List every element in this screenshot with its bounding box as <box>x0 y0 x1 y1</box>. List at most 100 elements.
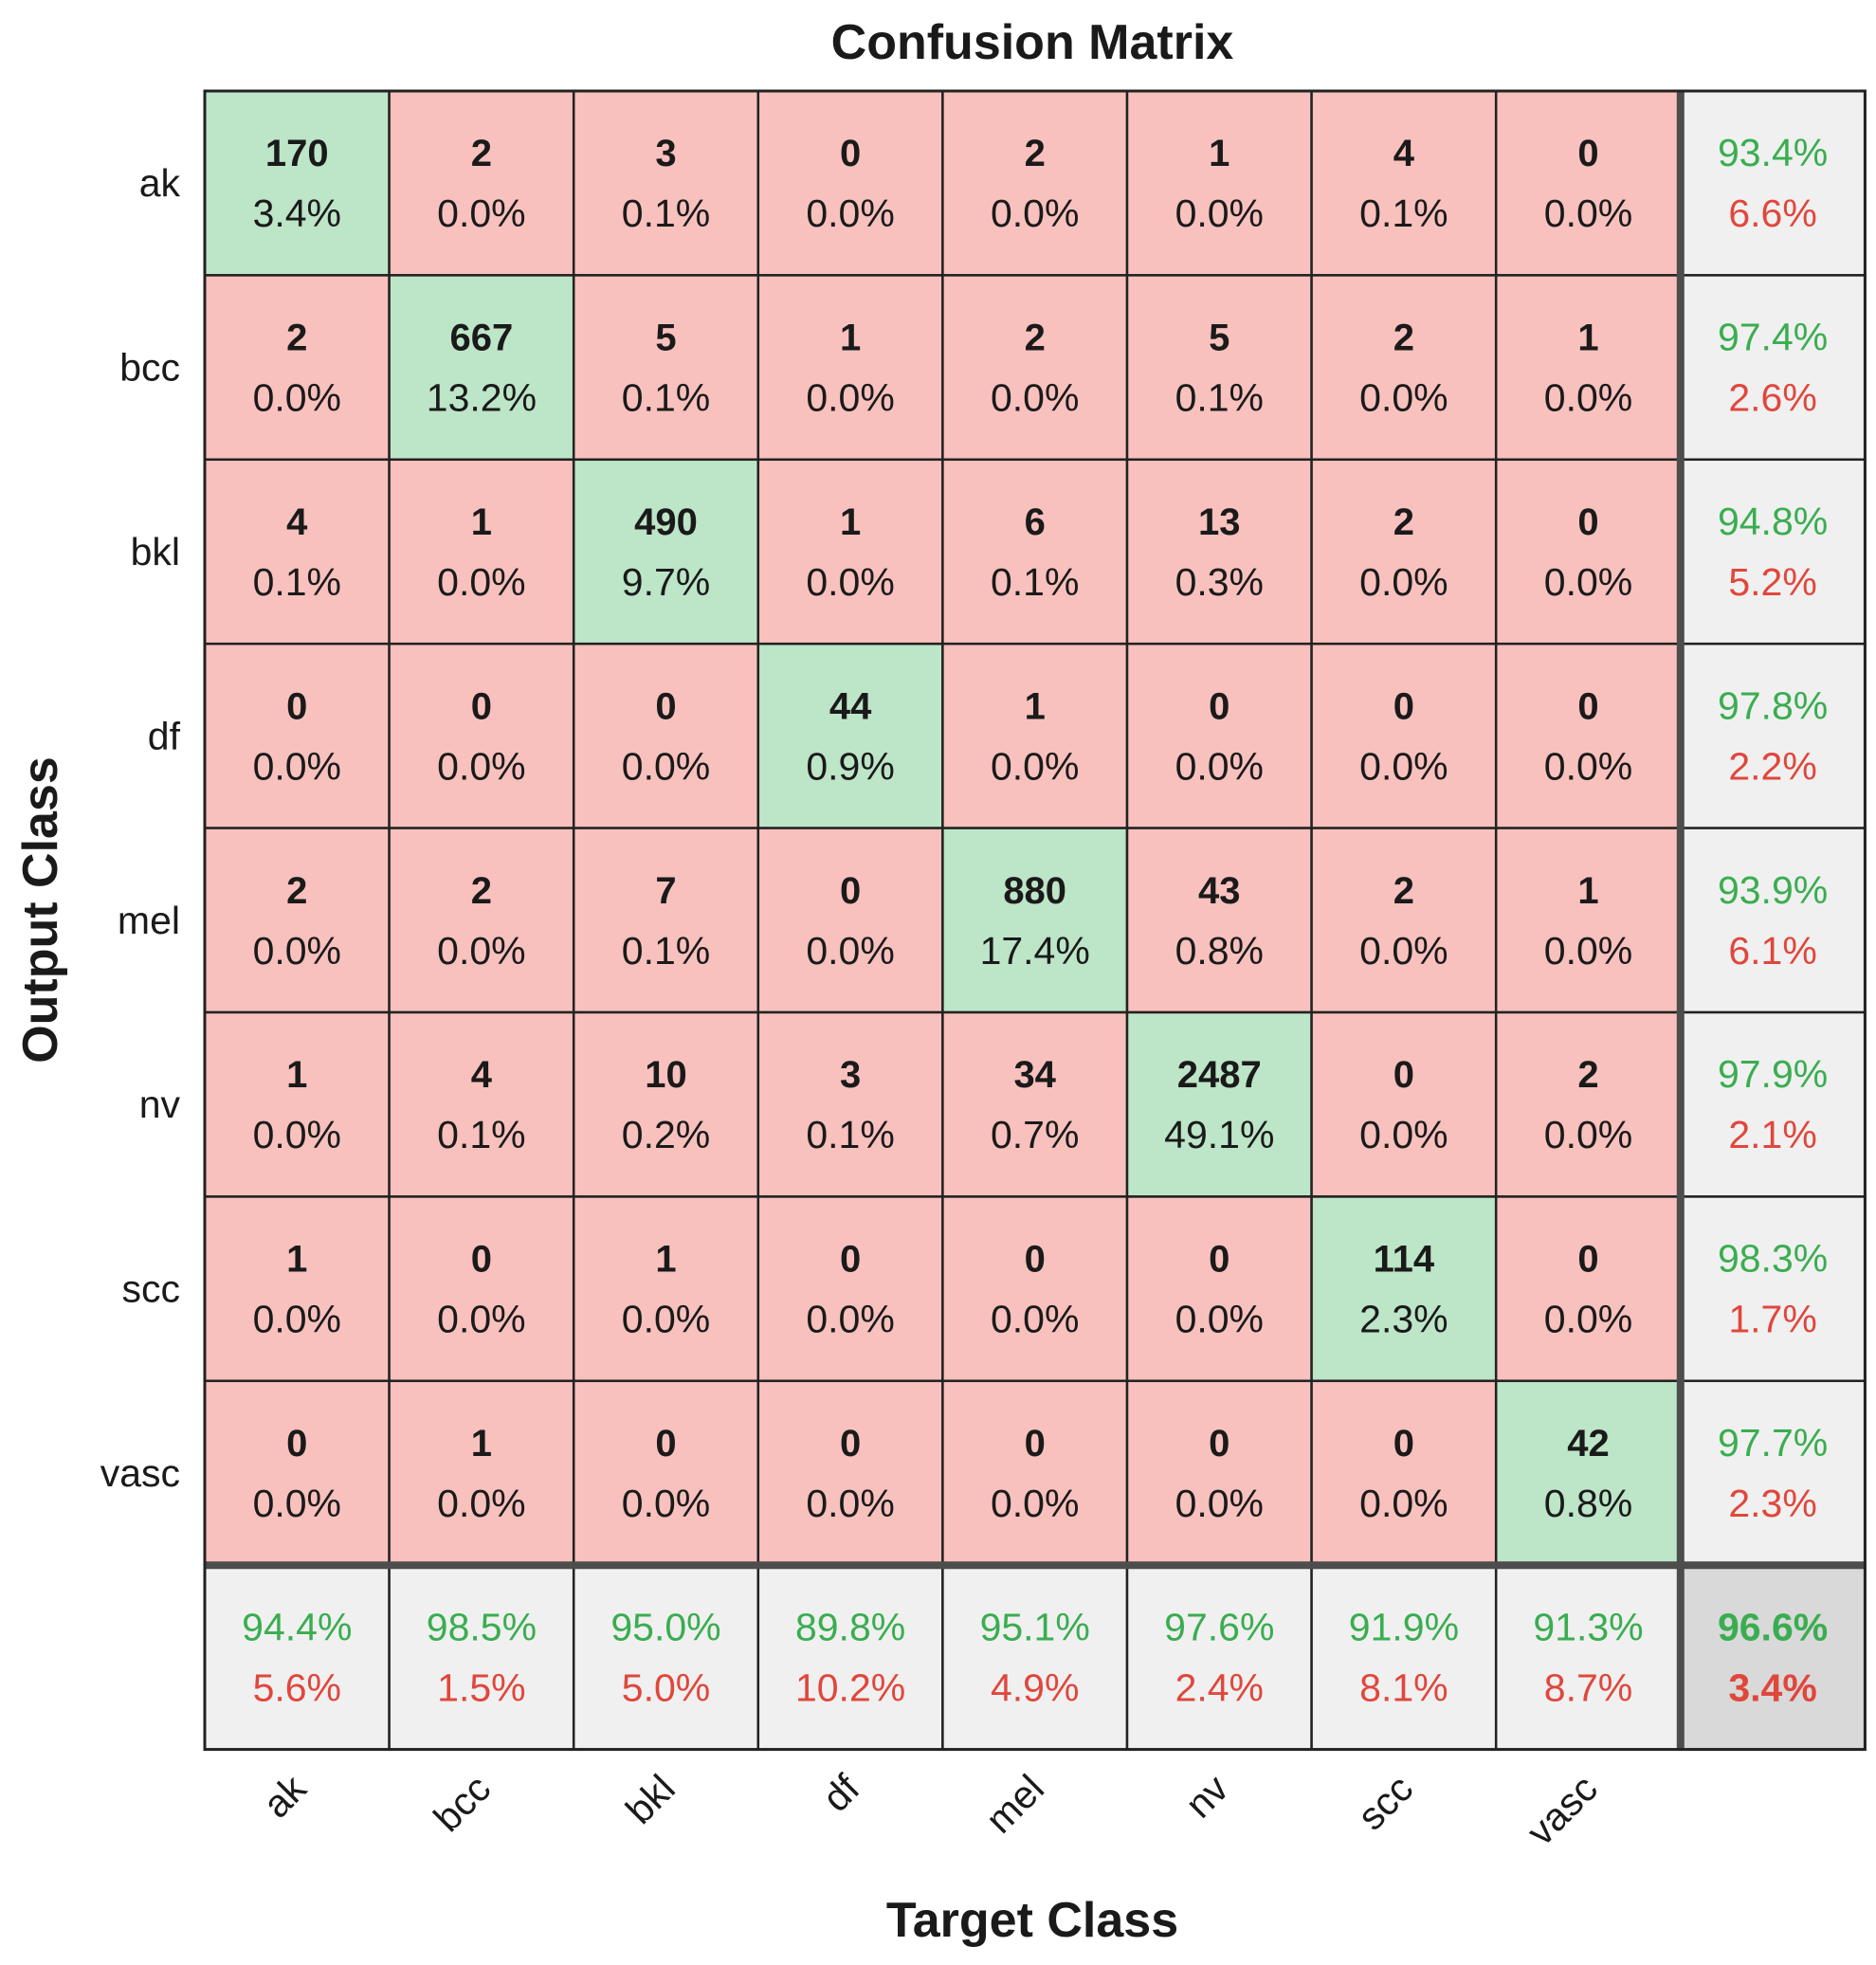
cell-percent: 0.0% <box>253 744 341 788</box>
matrix-cell: 1 0.0% <box>1494 274 1683 462</box>
matrix-cell: 1 0.0% <box>203 1195 391 1383</box>
cell-count: 0 <box>1209 1423 1229 1465</box>
target-class-label: bcc <box>426 1766 500 1840</box>
cell-percent: 0.1% <box>991 560 1079 604</box>
cell-count: 0 <box>840 870 861 912</box>
matrix-cell: 1 0.0% <box>756 274 944 462</box>
cell-percent: 13.2% <box>427 376 537 420</box>
cell-background <box>1310 1195 1498 1383</box>
column-recall-value: 91.9% <box>1349 1605 1459 1648</box>
cell-count: 1 <box>1577 870 1598 912</box>
cell-background <box>388 1563 575 1751</box>
output-class-tick-labels: ak bcc bkl df mel nv scc vasc <box>100 161 181 1495</box>
matrix-cell: 2 0.0% <box>388 827 575 1014</box>
cell-percent: 0.0% <box>991 376 1079 420</box>
column-summary-cell: 95.0% 5.0% <box>572 1563 760 1751</box>
cell-background <box>1310 89 1498 277</box>
cell-percent: 0.0% <box>806 1298 894 1341</box>
cell-background <box>388 89 575 277</box>
diagonal-cell: 114 2.3% <box>1310 1195 1498 1383</box>
cell-percent: 0.1% <box>806 1113 894 1156</box>
cell-count: 2 <box>286 870 307 912</box>
cell-background <box>756 642 944 829</box>
row-error-value: 5.2% <box>1728 560 1816 604</box>
matrix-cell: 0 0.0% <box>1494 458 1683 646</box>
cell-count: 1 <box>286 1054 307 1096</box>
cell-count: 2 <box>286 318 307 359</box>
cell-count: 667 <box>450 318 514 359</box>
target-class-label: ak <box>255 1766 315 1826</box>
cell-percent: 0.0% <box>1175 191 1264 235</box>
matrix-cell: 1 0.0% <box>1125 89 1313 277</box>
matrix-cell: 0 0.0% <box>941 1379 1129 1567</box>
output-class-label: bkl <box>131 530 180 573</box>
cell-percent: 0.0% <box>1175 1298 1264 1341</box>
cell-count: 4 <box>1393 133 1415 174</box>
cell-background <box>941 1379 1129 1567</box>
matrix-cell: 0 0.0% <box>756 89 944 277</box>
cell-count: 1 <box>1209 133 1229 174</box>
cell-percent: 0.0% <box>437 929 525 973</box>
cell-background <box>941 274 1129 462</box>
cell-percent: 0.0% <box>991 1482 1079 1525</box>
matrix-cell: 1 0.0% <box>203 1010 391 1198</box>
cell-percent: 0.0% <box>806 929 894 973</box>
column-error-value: 10.2% <box>795 1665 905 1709</box>
cell-background <box>756 458 944 646</box>
cell-background <box>756 1563 944 1751</box>
column-summary-cell: 89.8% 10.2% <box>756 1563 944 1751</box>
cell-percent: 0.9% <box>806 744 894 788</box>
cell-count: 0 <box>1577 501 1598 543</box>
overall-error-value: 3.4% <box>1728 1665 1816 1709</box>
cell-percent: 0.0% <box>1175 1482 1264 1525</box>
cell-percent: 0.0% <box>1544 376 1632 420</box>
target-class-label: vasc <box>1519 1766 1606 1853</box>
matrix-cell: 13 0.3% <box>1125 458 1313 646</box>
cell-count: 6 <box>1025 501 1046 543</box>
cell-count: 5 <box>1209 318 1229 359</box>
cell-background <box>1310 827 1498 1014</box>
matrix-cell: 2 0.0% <box>388 89 575 277</box>
diagonal-cell: 880 17.4% <box>941 827 1129 1014</box>
cell-background <box>203 1379 391 1567</box>
column-recall-value: 98.5% <box>427 1605 537 1648</box>
cell-count: 0 <box>1393 1054 1414 1096</box>
cell-percent: 0.0% <box>622 1298 710 1341</box>
cell-percent: 0.0% <box>1544 191 1632 235</box>
cell-count: 170 <box>265 133 329 174</box>
cell-background <box>388 274 575 462</box>
cell-percent: 2.3% <box>1359 1298 1448 1341</box>
cell-background <box>203 827 391 1014</box>
cell-background <box>941 458 1129 646</box>
cell-percent: 0.8% <box>1175 929 1264 973</box>
cell-percent: 0.0% <box>253 376 341 420</box>
cell-percent: 0.0% <box>1359 1113 1448 1156</box>
cell-background <box>203 642 391 829</box>
overall-accuracy-value: 96.6% <box>1718 1605 1828 1648</box>
cell-background <box>1125 642 1313 829</box>
cell-count: 0 <box>1577 685 1598 727</box>
cell-background <box>203 89 391 277</box>
cell-background <box>572 1563 760 1751</box>
matrix-cell: 6 0.1% <box>941 458 1129 646</box>
cell-percent: 0.0% <box>1544 560 1632 604</box>
output-class-label: nv <box>139 1083 181 1126</box>
column-error-value: 5.0% <box>622 1665 710 1709</box>
cell-background <box>388 642 575 829</box>
cell-background <box>756 1195 944 1383</box>
cell-percent: 0.1% <box>1359 191 1448 235</box>
cell-percent: 0.0% <box>806 191 894 235</box>
cell-percent: 0.3% <box>1175 560 1264 604</box>
cell-percent: 0.0% <box>991 1298 1079 1341</box>
cell-background <box>756 89 944 277</box>
matrix-cell: 10 0.2% <box>572 1010 760 1198</box>
cell-count: 3 <box>655 133 676 174</box>
row-error-value: 6.6% <box>1728 191 1816 235</box>
matrix-cell: 4 0.1% <box>388 1010 575 1198</box>
column-summary-cell: 95.1% 4.9% <box>941 1563 1129 1751</box>
row-summary-cell: 93.4% 6.6% <box>1679 89 1867 277</box>
cell-count: 114 <box>1374 1239 1435 1281</box>
cell-percent: 0.0% <box>1544 1113 1632 1156</box>
cell-count: 10 <box>645 1054 687 1096</box>
matrix-cell: 5 0.1% <box>572 274 760 462</box>
